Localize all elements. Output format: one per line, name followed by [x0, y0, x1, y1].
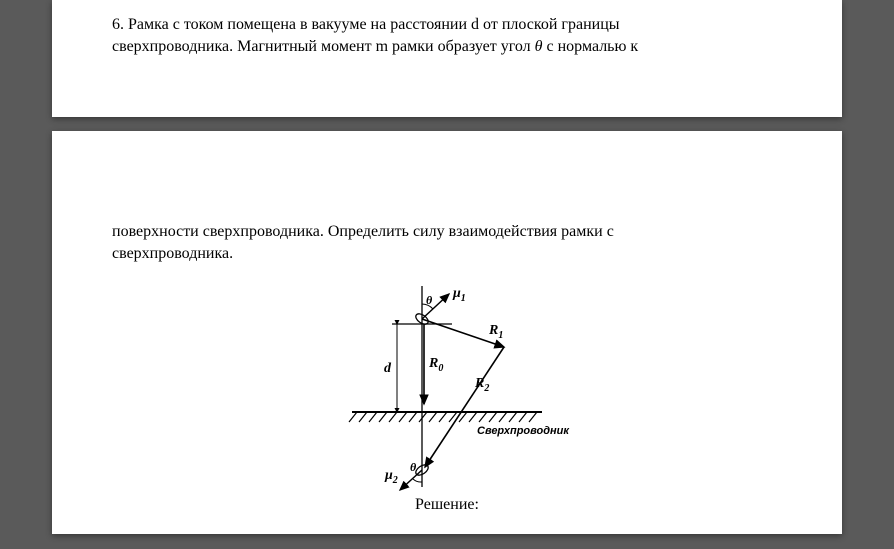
theta-symbol: θ [535, 38, 543, 55]
r1-label: R1 [488, 323, 503, 341]
problem-statement-top: 6. Рамка с током помещена в вакууме на р… [112, 14, 782, 57]
physics-diagram: Сверхпроводник d μ1 θ R0 R1 R2 [297, 282, 597, 492]
line4: сверхпроводника. [112, 245, 233, 262]
problem-statement-bottom: поверхности сверхпроводника. Определить … [112, 221, 782, 264]
r2-label: R2 [474, 376, 489, 394]
problem-number: 6. [112, 16, 128, 33]
theta-arc-bottom [413, 479, 422, 482]
mu1-label: μ1 [452, 286, 466, 304]
line1: Рамка с током помещена в вакууме на расс… [128, 16, 620, 33]
d-label: d [384, 361, 392, 376]
solution-caption: Решение: [112, 496, 782, 514]
theta-bottom: θ [410, 460, 417, 474]
theta-top: θ [426, 293, 433, 307]
hatching [349, 412, 537, 422]
superconductor-label: Сверхпроводник [477, 425, 570, 437]
page-top-fragment: 6. Рамка с током помещена в вакууме на р… [52, 0, 842, 117]
figure-container: Сверхпроводник d μ1 θ R0 R1 R2 [112, 282, 782, 514]
page-bottom-fragment: поверхности сверхпроводника. Определить … [52, 131, 842, 534]
r0-label: R0 [428, 356, 443, 374]
line2a: сверхпроводника. Магнитный момент m рамк… [112, 38, 535, 55]
line2b: с нормалью к [543, 38, 639, 55]
line3: поверхности сверхпроводника. Определить … [112, 223, 614, 240]
mu2-label: μ2 [384, 468, 398, 486]
